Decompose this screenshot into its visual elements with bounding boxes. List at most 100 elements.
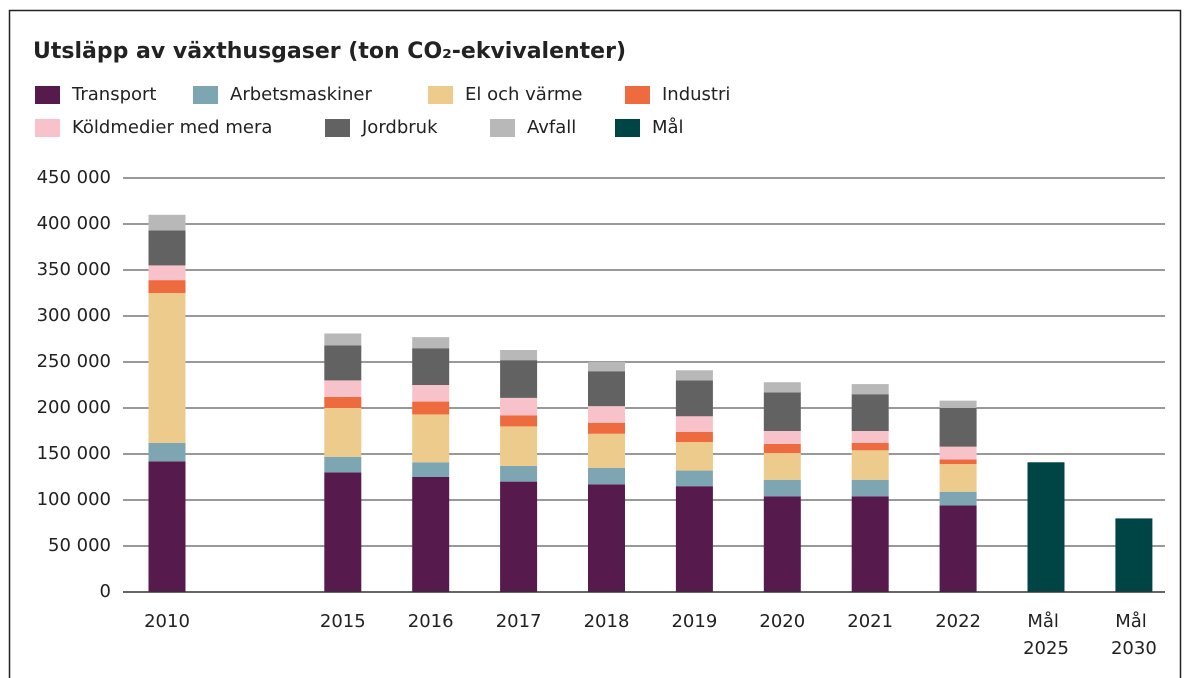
x-tick-label: 2015 (320, 611, 366, 632)
bar-segment (500, 397, 538, 416)
legend-label: El och värme (465, 84, 583, 105)
y-tick-label: 50 000 (48, 535, 111, 556)
y-tick-label: 100 000 (37, 489, 111, 510)
bar-segment (148, 214, 186, 231)
bar-segment (763, 382, 801, 393)
legend-label: Avfall (527, 117, 576, 138)
bar-segment (324, 456, 362, 473)
bar-segment (324, 345, 362, 381)
bar-segment (324, 408, 362, 457)
bar-segment (588, 467, 625, 485)
bar-segment (763, 496, 801, 592)
bar-segment (675, 442, 713, 471)
legend-swatch (325, 119, 350, 137)
bar-segment (675, 370, 713, 381)
y-tick-label: 150 000 (37, 443, 111, 464)
bar-segment (412, 414, 450, 463)
bar-segment (851, 450, 889, 480)
bar-segment (148, 461, 186, 592)
bar-segment (851, 496, 889, 592)
bar-segment (939, 491, 977, 506)
x-tick-label: 2020 (759, 611, 805, 632)
bar-segment (939, 464, 977, 492)
bar-segment (588, 406, 625, 423)
bar-segment (148, 293, 186, 443)
bar-segment (939, 446, 977, 460)
y-tick-label: 0 (100, 581, 111, 602)
legend-swatch (490, 119, 515, 137)
x-tick-label: 2018 (584, 611, 630, 632)
bar-segment (500, 350, 538, 361)
bar-segment (1027, 462, 1065, 592)
bar-segment (324, 333, 362, 346)
bar-segment (588, 422, 625, 434)
bar-segment (939, 408, 977, 447)
bar-segment (851, 431, 889, 443)
bar-segment (412, 401, 450, 415)
legend-label: Industri (662, 84, 730, 105)
bar-segment (851, 479, 889, 497)
legend-label: Mål (652, 117, 684, 138)
bar-segment (675, 380, 713, 417)
x-tick-label: 2019 (671, 611, 717, 632)
bar-segment (939, 400, 977, 408)
legend-swatch (615, 119, 640, 137)
bar-segment (675, 431, 713, 443)
bar-segment (148, 265, 186, 281)
legend-label: Köldmedier med mera (72, 117, 272, 138)
bar-segment (412, 462, 450, 477)
bar-segment (851, 384, 889, 395)
bar-segment (675, 470, 713, 487)
x-tick-label: Mål 2030 (1111, 611, 1157, 659)
bar-segment (588, 371, 625, 407)
bar-segment (1115, 518, 1153, 592)
bar-segment (763, 392, 801, 431)
y-tick-label: 250 000 (37, 351, 111, 372)
x-tick-label: 2010 (144, 611, 190, 632)
bar-segment (500, 481, 538, 592)
bar-segment (675, 416, 713, 432)
frame (8, 9, 1182, 678)
bar-segment (324, 380, 362, 397)
x-tick-label: 2021 (847, 611, 893, 632)
y-tick-label: 350 000 (37, 259, 111, 280)
x-tick-label: 2022 (935, 611, 981, 632)
legend-swatch (35, 86, 60, 104)
bar-segment (939, 459, 977, 465)
chart-title: Utsläpp av växthusgaser (ton CO₂-ekvival… (33, 39, 626, 64)
bar-segment (500, 465, 538, 482)
x-tick-label: 2016 (408, 611, 454, 632)
y-tick-label: 300 000 (37, 305, 111, 326)
y-tick-label: 400 000 (37, 213, 111, 234)
y-tick-label: 200 000 (37, 397, 111, 418)
bar-segment (148, 280, 186, 293)
legend-label: Jordbruk (361, 117, 438, 138)
bar-segment (500, 360, 538, 398)
x-tick-label: 2017 (496, 611, 542, 632)
legend-swatch (35, 119, 60, 137)
bar-segment (588, 484, 625, 592)
bar-segment (588, 362, 625, 372)
bar-segment (588, 433, 625, 468)
bar-segment (412, 348, 450, 385)
y-tick-label: 450 000 (37, 167, 111, 188)
bar-segment (148, 230, 186, 266)
bar-segment (763, 431, 801, 444)
bar-segment (412, 477, 450, 592)
bar-segment (939, 505, 977, 592)
bar-segment (324, 396, 362, 408)
x-tick-label: Mål 2025 (1023, 611, 1069, 659)
bar-segment (763, 453, 801, 480)
bar-segment (763, 479, 801, 497)
bar-segment (412, 385, 450, 402)
bar-segment (324, 472, 362, 592)
bar-segment (148, 442, 186, 462)
legend-label: Transport (71, 84, 156, 105)
bar-segment (675, 486, 713, 592)
legend-swatch (428, 86, 453, 104)
bar-segment (851, 442, 889, 451)
legend-swatch (193, 86, 218, 104)
legend-label: Arbetsmaskiner (230, 84, 372, 105)
bar-segment (763, 443, 801, 454)
